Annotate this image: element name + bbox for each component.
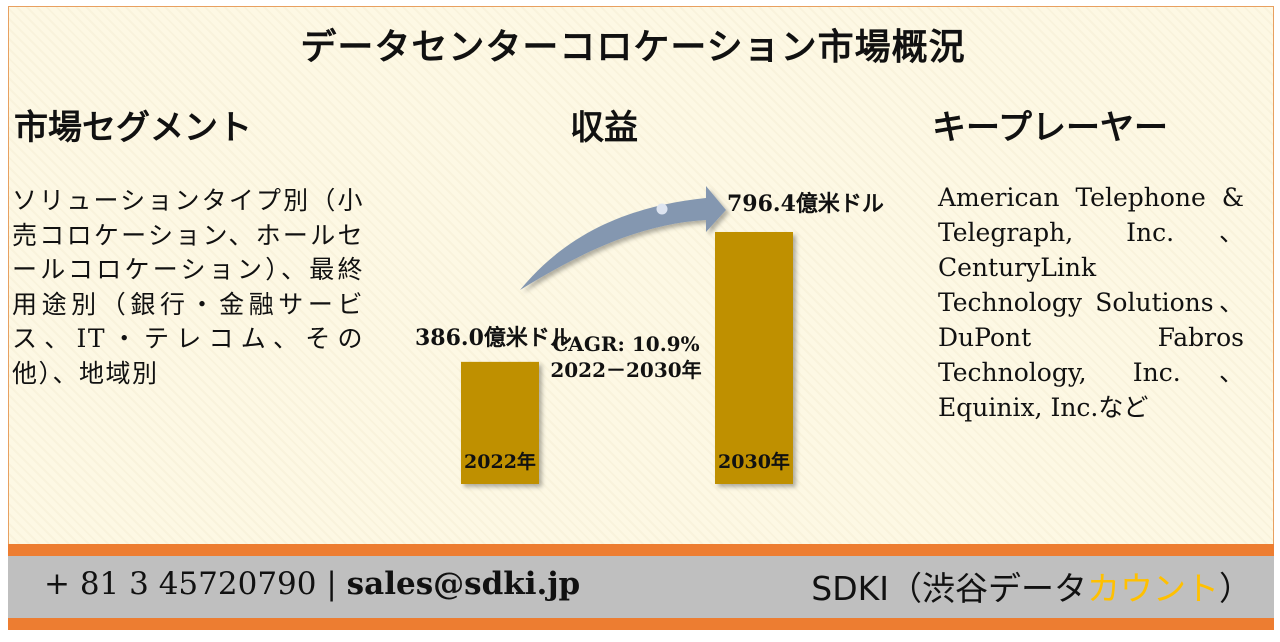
segment-text: ソリューションタイプ別（小売コロケーション、ホールセールコロケーション）、最終用… <box>12 186 364 388</box>
overview-panel <box>8 6 1274 546</box>
bar-1 <box>715 232 793 484</box>
bar-0 <box>461 361 539 484</box>
email-link[interactable]: sales@sdki.jp <box>346 566 581 602</box>
category-label-0: 2022年 <box>464 450 536 473</box>
brand-end-text: ） <box>1219 569 1252 608</box>
key-players-heading: キープレーヤー <box>932 108 1168 148</box>
footer-stripe-top <box>8 544 1274 556</box>
category-label-1: 2030年 <box>718 450 790 473</box>
brand-name: SDKI（渋谷データカウント） <box>811 562 1252 610</box>
revenue-heading: 収益 <box>570 108 638 148</box>
key-players-text: American Telephone & Telegraph, Inc.、Cen… <box>938 183 1244 422</box>
arrow-dot-icon <box>656 203 668 215</box>
footer-bar: + 81 3 45720790 | sales@sdki.jp SDKI（渋谷デ… <box>8 556 1274 618</box>
segment-heading: 市場セグメント <box>14 108 252 148</box>
growth-arrow-icon <box>520 186 726 290</box>
cagr-label: CAGR: 10.9% <box>552 332 699 356</box>
cagr-period-label: 2022－2030年 <box>550 358 701 382</box>
footer-stripe-bottom <box>8 618 1274 630</box>
brand-main-text: SDKI（渋谷データ <box>811 569 1087 608</box>
phone-number: + 81 3 45720790 <box>44 566 317 602</box>
brand-accent-text: カウント <box>1087 569 1219 608</box>
contact-info: + 81 3 45720790 | sales@sdki.jp <box>44 566 580 602</box>
value-label-0: 386.0億米ドル <box>415 325 572 351</box>
contact-separator: | <box>326 566 337 602</box>
value-label-1: 796.4億米ドル <box>727 191 884 217</box>
page-title: データセンターコロケーション市場概況 <box>300 26 966 68</box>
